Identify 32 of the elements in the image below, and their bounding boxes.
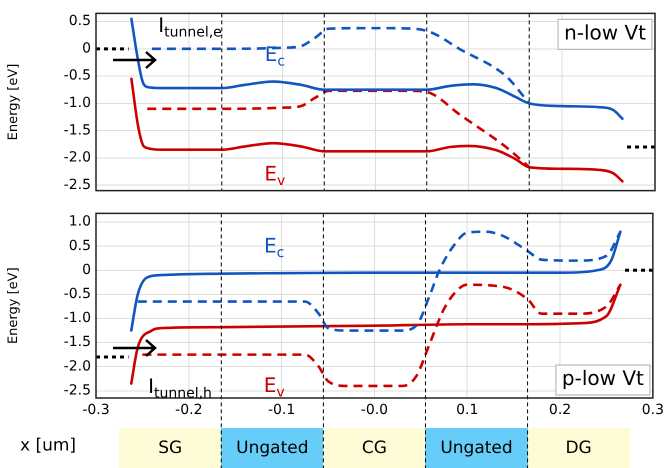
x-tick-label: 0.3 — [642, 402, 664, 418]
x-tick-label: -0.3 — [82, 402, 110, 418]
y-tick-label: -0.5 — [64, 286, 91, 302]
x-tick-label: -0.1 — [268, 402, 296, 418]
x-tick-label: -0.2 — [175, 402, 202, 418]
y-tick-label: -2.5 — [64, 382, 91, 398]
region-box: Ungated — [221, 428, 324, 468]
y-tick-label: 1.0 — [68, 214, 91, 230]
y-tick-label: -2.5 — [64, 176, 91, 193]
y-axis-title: Energy [eV] — [6, 64, 22, 140]
region-box: CG — [323, 428, 426, 468]
x-tick-label: 0.2 — [548, 402, 572, 418]
y-tick-label: -1.5 — [64, 122, 91, 138]
y-tick-label: -2.0 — [64, 358, 91, 374]
annotation: n-low Vt — [564, 20, 646, 45]
y-tick-label: 0 — [82, 262, 91, 278]
y-tick-label: 0.5 — [68, 238, 91, 254]
annotation: p-low Vt — [562, 366, 644, 390]
y-tick-label: 0.5 — [68, 13, 91, 30]
y-tick-label: -1.0 — [64, 95, 91, 112]
y-tick-label: -1.0 — [64, 310, 91, 326]
region-box: DG — [528, 428, 630, 468]
region-box: Ungated — [425, 428, 528, 468]
y-tick-label: -2.0 — [64, 150, 91, 166]
y-tick-label: 0 — [82, 40, 91, 56]
y-tick-label: -0.5 — [64, 68, 91, 84]
x-tick-label: -0.0 — [360, 402, 388, 418]
region-box: SG — [119, 428, 222, 468]
y-axis-title: Energy [eV] — [6, 267, 22, 344]
x-axis-title: x [um] — [20, 435, 76, 456]
x-tick-label: 0.1 — [456, 402, 478, 418]
y-tick-label: -1.5 — [64, 334, 91, 350]
